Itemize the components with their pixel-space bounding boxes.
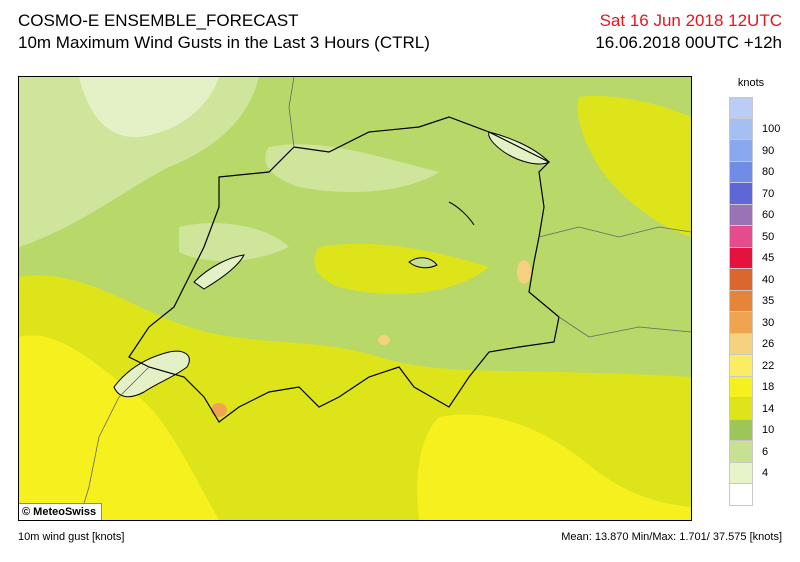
lake-geneva <box>113 350 190 398</box>
legend-tick-label: 80 <box>762 166 775 179</box>
run-time: 16.06.2018 00UTC +12h <box>595 33 782 52</box>
legend-swatch <box>729 376 753 398</box>
legend-tick-label: 18 <box>762 381 775 394</box>
legend-swatch <box>729 183 753 205</box>
legend-tick-label: 6 <box>762 445 769 458</box>
legend-tick-label: 14 <box>762 402 775 415</box>
title-block: COSMO-E ENSEMBLE_FORECAST 10m Maximum Wi… <box>18 10 430 54</box>
field-26-30-local <box>378 335 390 345</box>
border-italy <box>558 316 691 338</box>
legend-swatch <box>729 161 753 183</box>
field-18-22-southeast <box>417 414 691 520</box>
legend-tick-label: 4 <box>762 467 769 480</box>
legend-swatch <box>729 247 753 269</box>
lake-lucerne <box>408 257 438 269</box>
legend-swatch <box>729 140 753 162</box>
model-title: COSMO-E ENSEMBLE_FORECAST <box>18 11 299 30</box>
field-14-18-northeast <box>577 96 691 237</box>
legend-swatch <box>729 419 753 441</box>
legend-unit: knots <box>737 77 765 89</box>
product-title: 10m Maximum Wind Gusts in the Last 3 Hou… <box>18 33 430 52</box>
field-18-22-southwest <box>19 335 219 520</box>
legend-swatch <box>729 204 753 226</box>
legend-tick-label: 26 <box>762 338 775 351</box>
field-30-35-maximum <box>211 403 227 417</box>
color-scale <box>729 97 753 506</box>
border-france-italy <box>78 366 150 520</box>
legend-tick-label: 60 <box>762 209 775 222</box>
legend-swatch <box>729 398 753 420</box>
legend-swatch <box>729 97 753 119</box>
field-6-10-northwest <box>19 77 259 247</box>
legend-tick-label: 22 <box>762 359 775 372</box>
time-block: Sat 16 Jun 2018 12UTC 16.06.2018 00UTC +… <box>595 10 782 54</box>
legend-swatch <box>729 312 753 334</box>
legend-tick-label: 100 <box>762 123 781 136</box>
lake-neuchatel <box>193 254 245 290</box>
field-14-18-central <box>314 243 489 295</box>
legend-tick-label: 45 <box>762 252 775 265</box>
variable-label: 10m wind gust [knots] <box>18 531 125 543</box>
legend-tick-label: 90 <box>762 144 775 157</box>
legend-swatch <box>729 462 753 484</box>
legend-tick-label: 50 <box>762 230 775 243</box>
field-4-6-north <box>79 77 219 138</box>
wind-gust-map: © MeteoSwiss <box>18 76 692 521</box>
legend-tick-label: 70 <box>762 187 775 200</box>
legend-swatch <box>729 290 753 312</box>
legend-swatch <box>729 355 753 377</box>
border-france-germany <box>288 77 295 148</box>
statistics-label: Mean: 13.870 Min/Max: 1.701/ 37.575 [kno… <box>561 531 782 543</box>
legend-swatch <box>729 269 753 291</box>
legend-swatch <box>729 226 753 248</box>
legend-tick-label: 40 <box>762 273 775 286</box>
credit-label: © MeteoSwiss <box>19 503 103 520</box>
legend-swatch <box>729 484 753 506</box>
legend-tick-label: 10 <box>762 424 775 437</box>
map-canvas <box>19 77 691 520</box>
border-austria <box>538 226 691 238</box>
field-26-30-alps <box>517 260 531 284</box>
legend-tick-label: 30 <box>762 316 775 329</box>
legend-swatch <box>729 441 753 463</box>
lake-zurich <box>448 201 475 226</box>
legend-swatch <box>729 118 753 140</box>
legend-swatch <box>729 333 753 355</box>
swiss-border <box>128 116 560 423</box>
valid-time: Sat 16 Jun 2018 12UTC <box>599 11 782 30</box>
field-6-10-jura <box>179 223 289 262</box>
field-6-10-plateau <box>265 144 439 192</box>
legend-tick-label: 35 <box>762 295 775 308</box>
